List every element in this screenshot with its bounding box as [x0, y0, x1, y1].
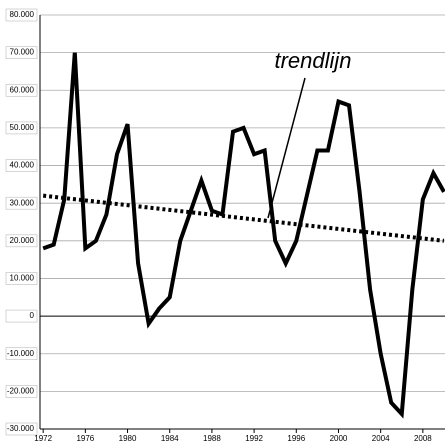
y-tick-box — [5, 347, 38, 361]
y-tick-label: -30.000 — [7, 424, 35, 433]
y-tick-label: 50.000 — [10, 123, 35, 132]
y-tick-box — [5, 422, 38, 436]
y-tick-box — [5, 159, 38, 172]
y-tick-label: 30.000 — [10, 198, 35, 207]
y-tick-label: 40.000 — [10, 161, 35, 170]
y-tick-label: 20.000 — [10, 236, 35, 245]
y-tick-box — [5, 385, 38, 398]
x-tick-label: 2004 — [372, 434, 390, 443]
y-tick-box — [5, 272, 38, 285]
y-tick-box — [5, 83, 38, 97]
data-line — [42, 52, 445, 419]
y-tick-label: 70.000 — [10, 48, 35, 57]
x-tick-label: 1980 — [119, 434, 137, 443]
y-tick-label: 60.000 — [10, 85, 35, 94]
y-tick-label: 80.000 — [10, 10, 35, 19]
x-tick-label: 1976 — [76, 434, 94, 443]
annotation-arrow — [267, 77, 306, 219]
x-tick-label: 1984 — [161, 434, 179, 443]
x-tick-label: 2000 — [330, 434, 348, 443]
y-tick-box — [5, 8, 38, 22]
y-tick-box — [5, 121, 38, 135]
y-tick-label: -10.000 — [7, 349, 35, 358]
y-tick-box — [5, 309, 38, 323]
x-tick-label: 1972 — [34, 434, 52, 443]
y-tick-label: 10.000 — [10, 274, 35, 283]
x-tick-label: 1996 — [287, 434, 305, 443]
y-tick-box — [5, 234, 38, 248]
y-tick-label: -20.000 — [7, 386, 35, 395]
annotation: trendlijn — [274, 48, 351, 73]
x-tick-label: 1988 — [203, 434, 221, 443]
y-tick-box — [5, 196, 38, 210]
x-tick-label: 2008 — [414, 434, 432, 443]
y-tick-box — [5, 46, 38, 59]
y-tick-label: 0 — [30, 311, 35, 320]
x-tick-label: 1992 — [245, 434, 263, 443]
